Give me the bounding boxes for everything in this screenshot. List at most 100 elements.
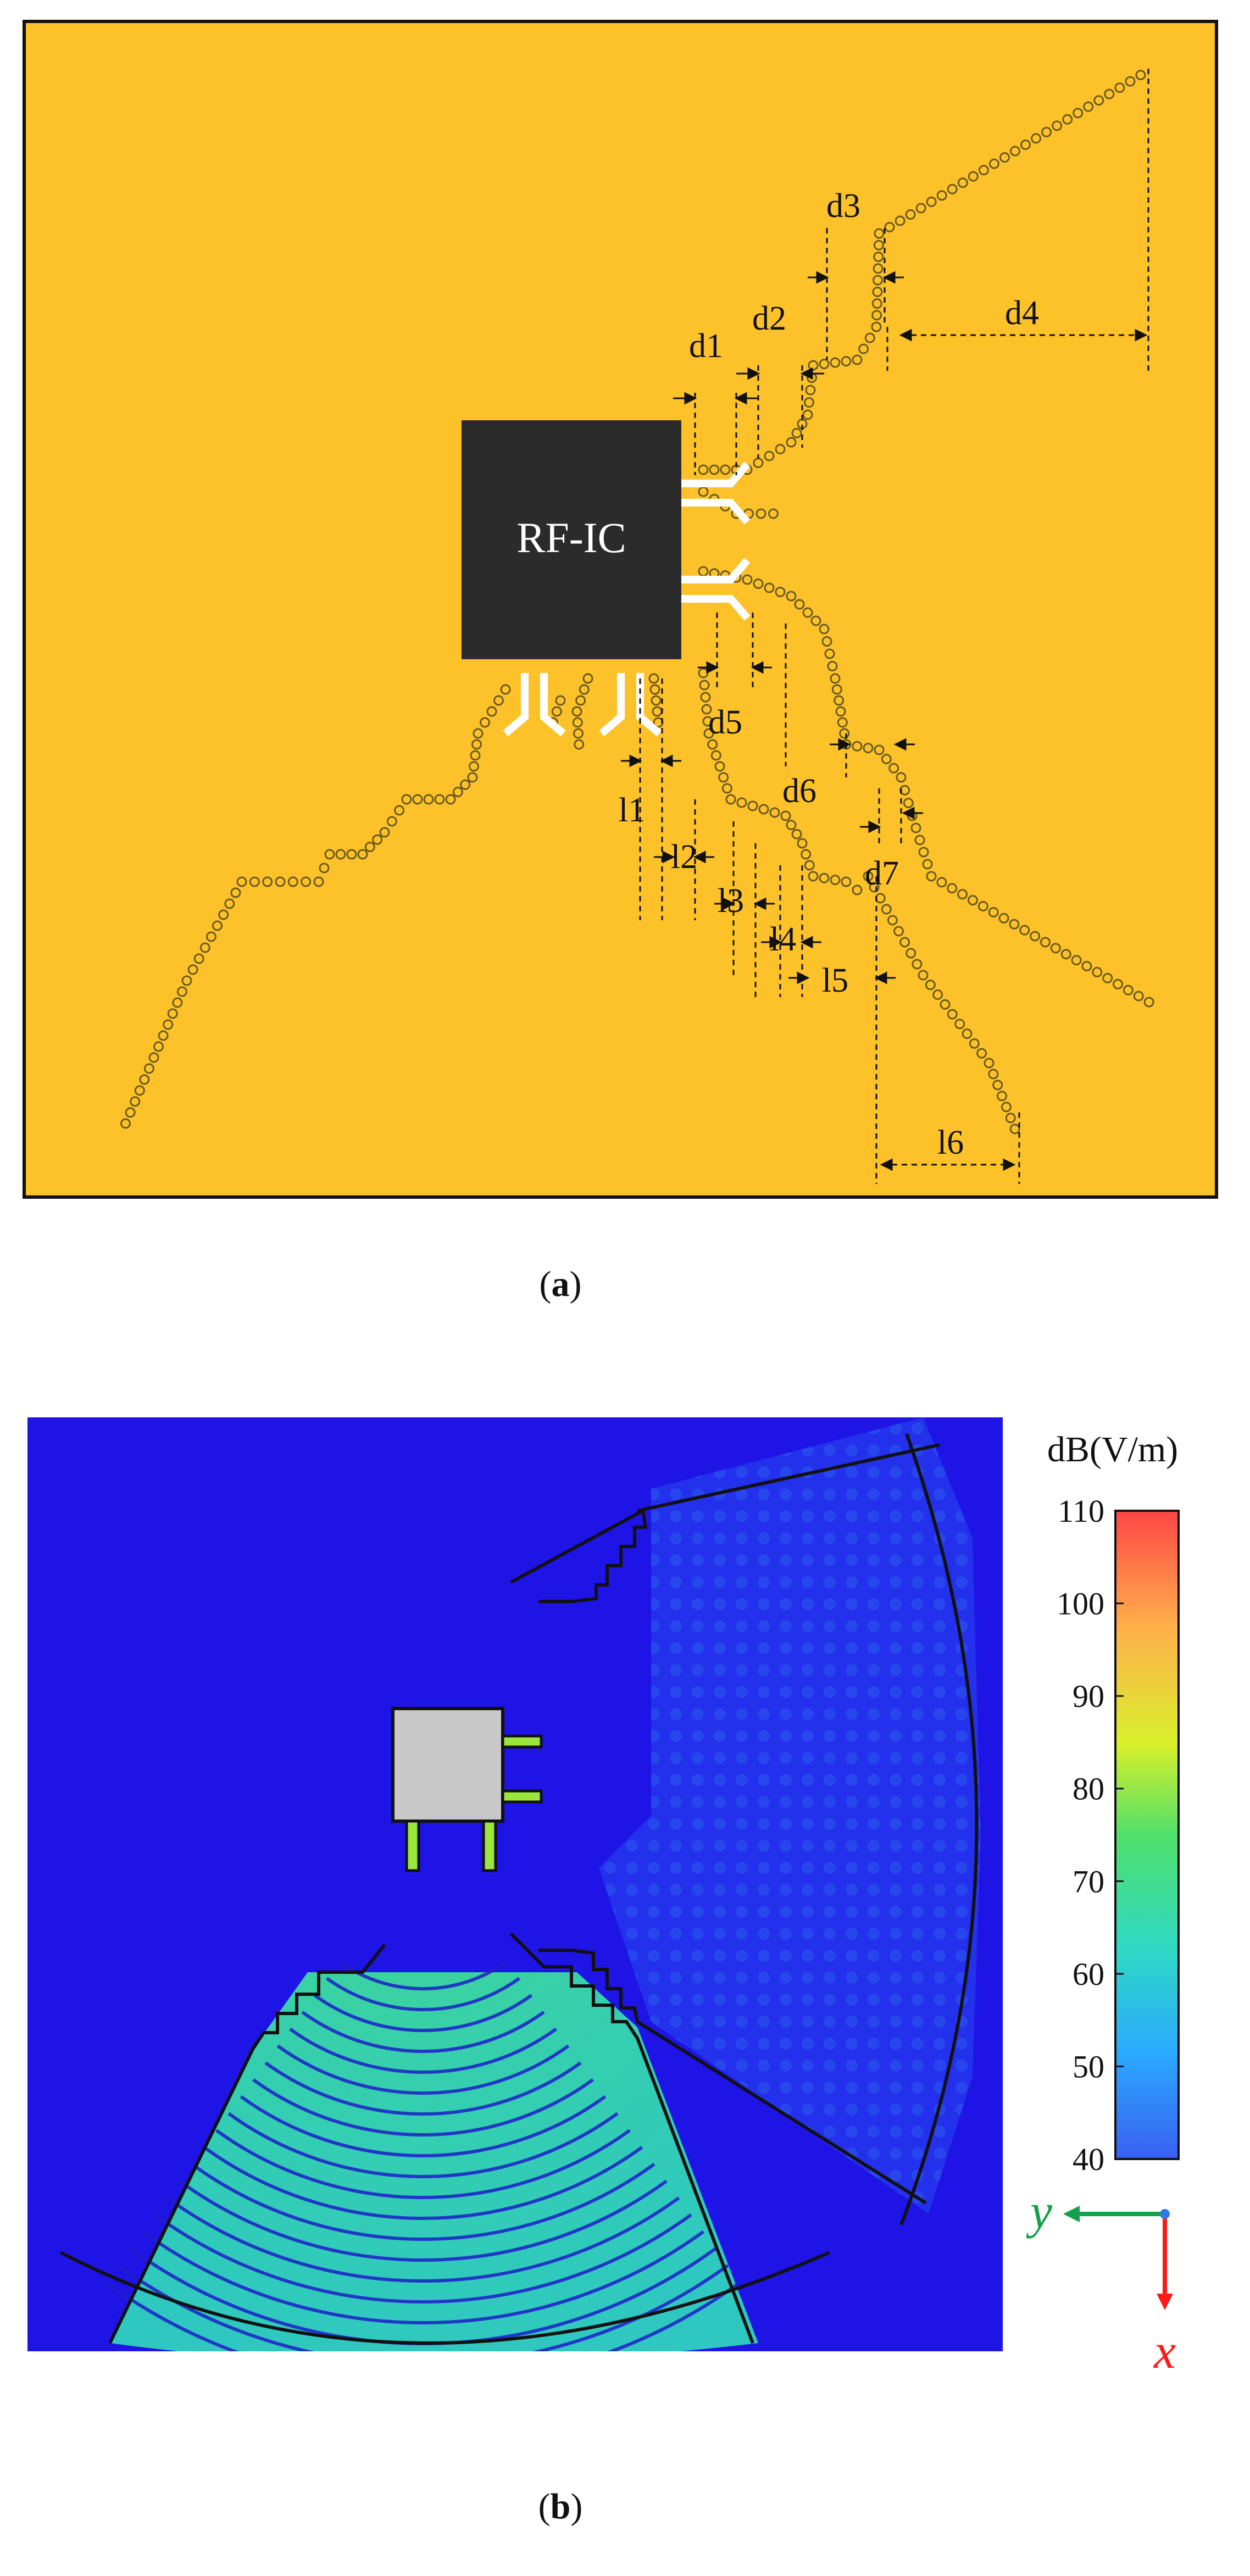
via xyxy=(1083,101,1094,112)
via xyxy=(968,171,979,182)
via xyxy=(319,863,330,873)
via xyxy=(925,980,936,991)
label-l4: l4 xyxy=(770,921,796,958)
via xyxy=(1093,95,1104,106)
x-arrow-head xyxy=(1157,2294,1173,2310)
via xyxy=(863,871,874,882)
via xyxy=(205,931,216,942)
colorbar-gradient xyxy=(1114,1510,1180,2160)
via xyxy=(1040,937,1051,948)
x-axis-label: x xyxy=(1153,2324,1176,2379)
via xyxy=(830,875,841,886)
via xyxy=(871,321,882,332)
via xyxy=(768,508,779,519)
via xyxy=(167,1008,178,1019)
via xyxy=(1133,991,1144,1002)
via xyxy=(714,761,725,772)
via xyxy=(804,860,815,871)
via xyxy=(1123,984,1134,995)
caption-a: (a) xyxy=(539,1264,582,1304)
via xyxy=(1031,133,1042,144)
via xyxy=(324,849,335,860)
wavefront-arc xyxy=(289,2027,557,2074)
via xyxy=(493,695,504,706)
via xyxy=(893,926,904,937)
via xyxy=(709,464,720,475)
via xyxy=(871,298,882,309)
via xyxy=(801,849,812,860)
via xyxy=(899,937,910,948)
via xyxy=(480,717,490,728)
via xyxy=(649,684,660,695)
via xyxy=(926,871,937,882)
via xyxy=(764,450,775,461)
wavefront-arc xyxy=(240,2095,607,2158)
via xyxy=(926,196,937,207)
label-l2: l2 xyxy=(671,838,697,876)
via xyxy=(651,695,662,706)
dimension-lines xyxy=(639,69,1149,1184)
via xyxy=(139,1074,150,1085)
via xyxy=(313,876,324,887)
via xyxy=(912,959,923,970)
wavefront-arc xyxy=(252,2078,594,2137)
via xyxy=(997,1091,1008,1101)
via xyxy=(467,772,478,783)
via xyxy=(1009,1123,1020,1134)
via xyxy=(957,177,968,188)
via xyxy=(936,190,947,201)
via xyxy=(1030,931,1041,942)
via xyxy=(648,673,659,684)
via xyxy=(725,794,736,805)
via xyxy=(940,999,951,1010)
via xyxy=(1071,955,1082,966)
via xyxy=(947,183,958,194)
via xyxy=(747,800,758,811)
via xyxy=(999,152,1010,163)
via xyxy=(839,728,850,739)
via xyxy=(905,948,916,959)
label-d5: d5 xyxy=(708,704,742,741)
via xyxy=(1010,146,1020,157)
via xyxy=(262,876,273,887)
via xyxy=(895,215,905,226)
via xyxy=(193,953,204,964)
rf-ic-block xyxy=(391,1707,504,1823)
feed-lines xyxy=(405,1734,543,1872)
via xyxy=(1060,949,1071,960)
wavefront-arc xyxy=(203,2146,643,2220)
via xyxy=(555,695,566,706)
via xyxy=(830,357,841,368)
wavefront-arc xyxy=(276,2044,570,2095)
via xyxy=(977,901,988,912)
via xyxy=(551,706,562,717)
via xyxy=(125,1107,136,1118)
via xyxy=(372,834,383,845)
via xyxy=(1009,919,1020,930)
label-d4: d4 xyxy=(1005,294,1039,332)
via xyxy=(764,582,775,593)
via xyxy=(582,673,593,684)
via xyxy=(574,739,585,750)
via xyxy=(434,794,445,805)
via xyxy=(858,343,869,354)
via xyxy=(992,1080,1003,1091)
via xyxy=(470,750,481,761)
colorbar-tick-label: 100 xyxy=(1057,1586,1104,1622)
via xyxy=(471,739,482,750)
wavefront-arc xyxy=(142,2230,704,2324)
via xyxy=(819,359,830,369)
via-rows xyxy=(120,70,1154,1134)
colorbar: dB(V/m) 110 100 90 80 70 60 50 40 y x xyxy=(1005,1423,1242,2395)
via xyxy=(827,661,838,671)
via xyxy=(887,915,898,926)
via xyxy=(969,1038,980,1049)
via xyxy=(249,876,260,887)
via xyxy=(794,599,805,610)
colorbar-tick-label: 60 xyxy=(1073,1956,1104,1992)
via xyxy=(758,804,769,815)
via xyxy=(1020,139,1031,150)
via xyxy=(819,624,830,635)
via xyxy=(988,906,999,917)
via xyxy=(386,816,397,827)
